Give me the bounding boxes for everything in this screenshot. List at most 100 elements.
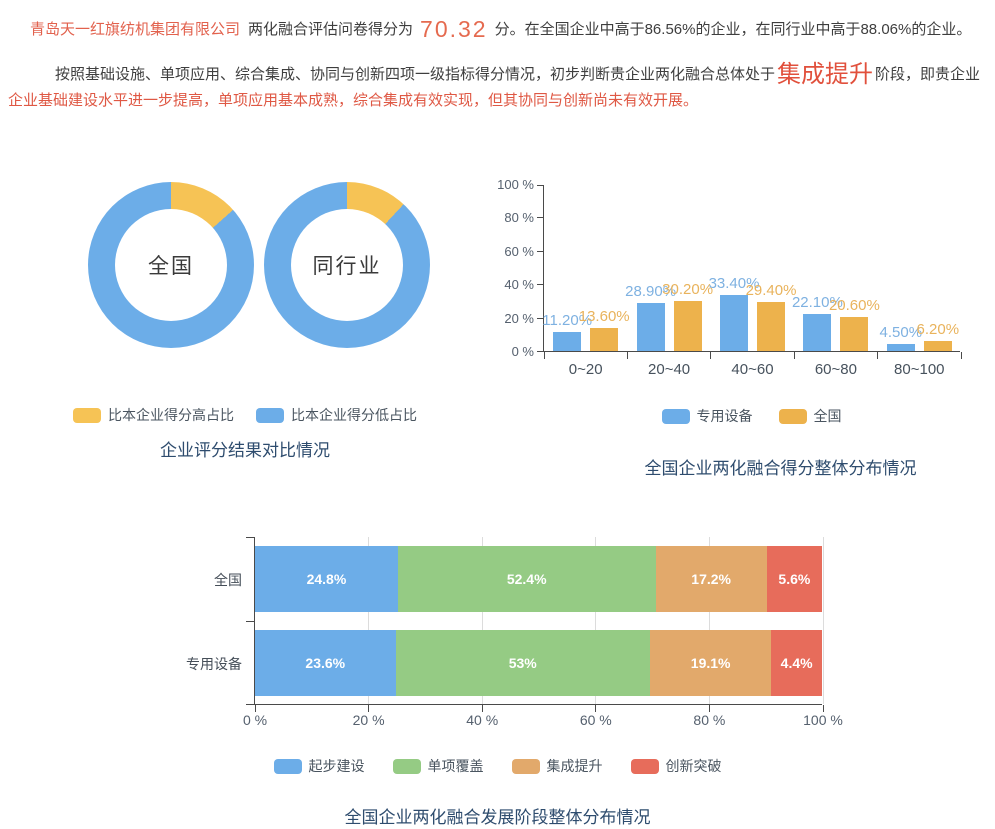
score-summary-paragraph: 青岛天一红旗纺机集团有限公司 两化融合评估问卷得分为 70.32 分。在全国企业中高于… xyxy=(30,16,971,43)
donut-center-label: 同行业 xyxy=(312,255,382,278)
bar-national-2 xyxy=(757,301,785,351)
gridline xyxy=(822,537,824,704)
category-label: 80~100 xyxy=(894,361,945,378)
bar-national-0 xyxy=(590,328,619,351)
segment-value-label: 53% xyxy=(508,655,537,671)
legend-item-integration-improvement[interactable]: 集成提升 xyxy=(511,756,603,776)
x-axis-tick xyxy=(708,705,710,712)
bar-value-label: 13.60% xyxy=(578,308,630,326)
segment-value-label: 52.4% xyxy=(506,571,547,587)
bar-value-label: 4.50% xyxy=(879,323,923,341)
bar-special-equipment-1 xyxy=(636,302,665,351)
segment-single-coverage: 53% xyxy=(395,630,650,696)
x-axis-tick xyxy=(368,705,370,712)
bar-national-4 xyxy=(923,340,952,351)
segment-initial-construction: 23.6% xyxy=(255,630,396,696)
legend-item-label: 创新突破 xyxy=(665,758,722,774)
bar-value-label: 6.20% xyxy=(916,320,960,338)
assessment-text-3: 企业基础建设水平进一步提高，单项应用基本成熟，综合集成有效实现，但其协同与创新尚… xyxy=(8,92,699,109)
segment-value-label: 23.6% xyxy=(305,655,346,671)
assessment-text-2: 阶段，即贵企业 xyxy=(875,66,981,83)
segment-value-label: 17.2% xyxy=(691,571,731,587)
stage-distribution-plot: 0 % 20 % 40 % 60 % 80 % 100 % 24.8% 52.4% 17.2% 5… xyxy=(243,537,843,728)
assessment-text-1: 按照基础设施、单项应用、综合集成、协同与创新四项一级指标得分情况，初步判断贵企业… xyxy=(55,66,776,83)
x-axis-label: 100 % xyxy=(803,712,843,728)
legend-item-innovation-breakthrough[interactable]: 创新突破 xyxy=(630,756,722,776)
stage-highlight: 集成提升 xyxy=(777,61,874,88)
score-distribution-title: 全国企业两化融合得分整体分布情况 xyxy=(644,459,917,478)
x-axis-label: 0 % xyxy=(242,712,268,728)
y-axis-label: 0 % xyxy=(511,344,534,359)
gridline xyxy=(481,537,483,704)
stage-distribution-panel: 0 % 20 % 40 % 60 % 80 % 100 % 24.8% 52.4% 17.2% 5… xyxy=(0,520,995,829)
donut-hole xyxy=(115,209,227,321)
donut-center-label: 全国 xyxy=(148,255,194,278)
national-swatch-icon xyxy=(778,408,807,424)
category-label: 0~20 xyxy=(568,361,603,378)
initial-construction-swatch-icon xyxy=(273,758,302,774)
x-axis-label: 20 % xyxy=(352,712,385,728)
x-axis-tick xyxy=(595,705,597,712)
integration-improvement-swatch-icon xyxy=(511,758,540,774)
y-axis-tick xyxy=(537,185,543,186)
special-equipment-swatch-icon xyxy=(661,408,690,424)
bar-value-label: 29.40% xyxy=(745,281,797,299)
legend-item-national[interactable]: 全国 xyxy=(778,406,842,426)
legend-item-label: 单项覆盖 xyxy=(427,758,484,774)
y-axis-tick xyxy=(537,317,543,319)
legend-item-label: 起步建设 xyxy=(308,758,365,774)
legend-item-single-coverage[interactable]: 单项覆盖 xyxy=(392,756,484,776)
x-axis-tick xyxy=(481,705,483,712)
bar-special-equipment-3 xyxy=(803,314,832,351)
y-axis-tick xyxy=(537,351,543,352)
category-label: 20~40 xyxy=(648,361,691,378)
bar-value-label: 33.40% xyxy=(708,275,760,293)
category-label: 40~60 xyxy=(731,361,774,378)
bar-special-equipment-2 xyxy=(720,295,748,351)
legend-item-label: 全国 xyxy=(813,408,842,424)
segment-integration-improvement: 17.2% xyxy=(655,546,767,612)
row-label-1: 专用设备 xyxy=(186,656,242,672)
lower-share-swatch-icon xyxy=(256,407,284,423)
segment-innovation-breakthrough: 4.4% xyxy=(771,630,822,696)
single-coverage-swatch-icon xyxy=(392,758,421,774)
y-axis-label: 60 % xyxy=(504,243,534,259)
segment-value-label: 5.6% xyxy=(778,571,811,587)
bar-special-equipment-0 xyxy=(553,332,582,351)
x-axis-tick xyxy=(822,705,824,712)
score-suffix-text: 分。在全国企业中高于86.56%的企业，在同行业中高于88.06%的企业。 xyxy=(494,21,972,38)
y-axis-tick xyxy=(246,537,255,538)
donut-hole xyxy=(291,209,403,321)
bar-value-label: 28.90% xyxy=(625,282,677,300)
x-axis-label: 80 % xyxy=(693,712,726,728)
bar-special-equipment-4 xyxy=(886,343,915,351)
stage-distribution-title: 全国企业两化融合发展阶段整体分布情况 xyxy=(344,808,651,827)
bar-value-label: 20.60% xyxy=(828,296,880,314)
stacked-bar-row-1: 23.6% 53% 19.1% 4.4% xyxy=(255,630,822,696)
score-distribution-plot: 0 % 20 % 40 % 60 % 80 % 100 % 0~20 11.20% 13.60%… xyxy=(497,177,962,378)
bar-national-1 xyxy=(673,300,702,351)
x-axis-tick xyxy=(626,352,628,359)
x-axis-label: 60 % xyxy=(579,712,612,728)
donut-chart-legend: 比本企业得分高占比 比本企业得分低占比 xyxy=(0,405,490,425)
x-axis-tick xyxy=(543,352,545,359)
legend-item-special-equipment[interactable]: 专用设备 xyxy=(661,406,753,426)
y-axis-tick xyxy=(537,284,543,286)
donut-chart-title: 企业评分结果对比情况 xyxy=(160,441,330,460)
x-axis-tick xyxy=(793,352,795,359)
bar-value-label: 11.20% xyxy=(542,312,593,330)
y-axis-label: 40 % xyxy=(504,277,534,293)
score-prefix-text: 两化融合评估问卷得分为 xyxy=(248,21,414,38)
assessment-paragraph: 按照基础设施、单项应用、综合集成、协同与创新四项一级指标得分情况，初步判断贵企业… xyxy=(8,62,989,114)
category-label: 60~80 xyxy=(814,361,857,378)
x-axis-tick xyxy=(710,352,712,359)
segment-initial-construction: 24.8% xyxy=(255,546,398,612)
gridline xyxy=(708,537,710,704)
y-axis-tick xyxy=(537,217,543,219)
score-distribution-panel: 0 % 20 % 40 % 60 % 80 % 100 % 0~20 11.20% 13.60%… xyxy=(490,160,995,480)
legend-item-lower-share[interactable]: 比本企业得分低占比 xyxy=(256,405,417,425)
legend-item-initial-construction[interactable]: 起步建设 xyxy=(273,756,365,776)
legend-item-label: 专用设备 xyxy=(696,408,753,424)
legend-item-higher-share[interactable]: 比本企业得分高占比 xyxy=(73,405,234,425)
segment-integration-improvement: 19.1% xyxy=(649,630,772,696)
